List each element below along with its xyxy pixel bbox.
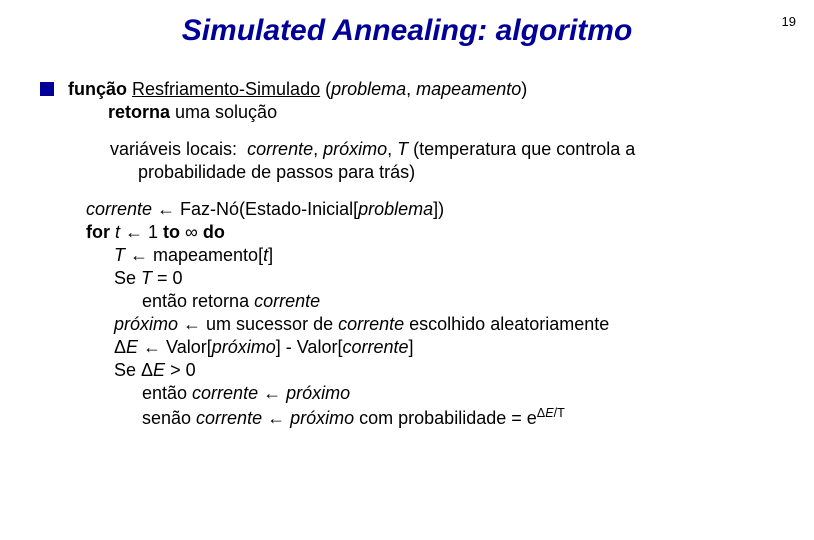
l9-corrente: corrente (192, 383, 258, 403)
l2-for: for (86, 222, 110, 242)
l8-E: E (153, 360, 165, 380)
vars-line-2: probabilidade de passos para trás) (92, 161, 774, 184)
vars-sep2: , (387, 139, 397, 159)
l5-entao: então retorna (142, 291, 254, 311)
l9-arrow: ← (258, 383, 286, 403)
l10-corrente: corrente (196, 408, 262, 428)
algo-line-6: próximo ← um sucessor de corrente escolh… (86, 313, 774, 336)
algo-line-1: corrente ← Faz-Nó(Estado-Inicial[problem… (86, 198, 774, 221)
l2-do: do (203, 222, 225, 242)
l10-arrow: ← (262, 408, 290, 428)
l7-E: E (126, 337, 138, 357)
l9-entao: então (142, 383, 192, 403)
l10-exponent: ΔE/T (537, 406, 565, 420)
param-problema: problema (331, 79, 406, 99)
l1-corrente: corrente (86, 199, 152, 219)
l3-close: ] (268, 245, 273, 265)
l2-t: t (110, 222, 120, 242)
l7-delta: Δ (114, 337, 126, 357)
l10-exp-E: E (545, 406, 553, 420)
function-signature: função Resfriamento-Simulado (problema, … (40, 78, 774, 101)
l7-close: ] (409, 337, 414, 357)
l4-T: T (141, 268, 152, 288)
l1-close: ]) (433, 199, 444, 219)
param-sep: , (406, 79, 416, 99)
algo-line-9: então corrente ← próximo (86, 382, 774, 405)
function-name: Resfriamento-Simulado (132, 79, 320, 99)
l7-valor1: ← Valor[ (138, 337, 212, 357)
algo-line-8: Se ΔE > 0 (86, 359, 774, 382)
l10-exp-delta: Δ (537, 406, 545, 420)
l6-proximo: próximo (114, 314, 178, 334)
vars-rest1: (temperatura que controla a (413, 139, 635, 159)
l8-se: Se Δ (114, 360, 153, 380)
l2-assign: ← 1 (120, 222, 163, 242)
l10-senao: senão (142, 408, 196, 428)
l10-exp-T: /T (554, 406, 565, 420)
slide-title: Simulated Annealing: algoritmo (0, 0, 814, 78)
content-area: função Resfriamento-Simulado (problema, … (0, 78, 814, 430)
l7-corrente: corrente (342, 337, 408, 357)
returns-text: uma solução (170, 102, 277, 122)
vars-sep1: , (313, 139, 323, 159)
algo-line-4: Se T = 0 (86, 267, 774, 290)
l2-to: to (163, 222, 180, 242)
l1-assign: ← Faz-Nó(Estado-Inicial[ (152, 199, 358, 219)
returns-line: retorna uma solução (68, 101, 774, 124)
l10-proximo: próximo (290, 408, 354, 428)
bullet-item: função Resfriamento-Simulado (problema, … (40, 78, 774, 101)
algo-line-7: ΔE ← Valor[próximo] - Valor[corrente] (86, 336, 774, 359)
keyword-funcao: função (68, 79, 132, 99)
algo-line-10: senão corrente ← próximo com probabilida… (86, 405, 774, 430)
square-bullet-icon (40, 82, 54, 96)
algorithm-block: corrente ← Faz-Nó(Estado-Inicial[problem… (68, 198, 774, 430)
page-number: 19 (782, 14, 796, 29)
algo-line-3: T ← mapeamento[t] (86, 244, 774, 267)
var-proximo: próximo (323, 139, 387, 159)
var-corrente: corrente (247, 139, 313, 159)
algo-line-2: for t ← 1 to ∞ do (86, 221, 774, 244)
l2-inf: ∞ (180, 222, 203, 242)
l3-T: T (114, 245, 125, 265)
param-mapeamento: mapeamento (416, 79, 521, 99)
l9-proximo: próximo (286, 383, 350, 403)
vars-line-1: variáveis locais: corrente, próximo, T (… (92, 138, 774, 161)
l6-text2: escolhido aleatoriamente (404, 314, 609, 334)
l7-proximo: próximo (212, 337, 276, 357)
keyword-retorna: retorna (108, 102, 170, 122)
l6-text1: ← um sucessor de (178, 314, 338, 334)
l3-assign: ← mapeamento[ (125, 245, 263, 265)
l1-problema: problema (358, 199, 433, 219)
l4-eq: = 0 (152, 268, 183, 288)
l5-corrente: corrente (254, 291, 320, 311)
l4-se: Se (114, 268, 141, 288)
variables-block: variáveis locais: corrente, próximo, T (… (68, 138, 774, 184)
vars-label: variáveis locais: (110, 139, 247, 159)
algo-line-5: então retorna corrente (86, 290, 774, 313)
paren-close: ) (521, 79, 527, 99)
l10-prob: com probabilidade = e (354, 408, 537, 428)
paren-open: ( (320, 79, 331, 99)
l8-gt: > 0 (165, 360, 196, 380)
l7-valor2: ] - Valor[ (276, 337, 343, 357)
var-t: T (397, 139, 413, 159)
l6-corrente: corrente (338, 314, 404, 334)
